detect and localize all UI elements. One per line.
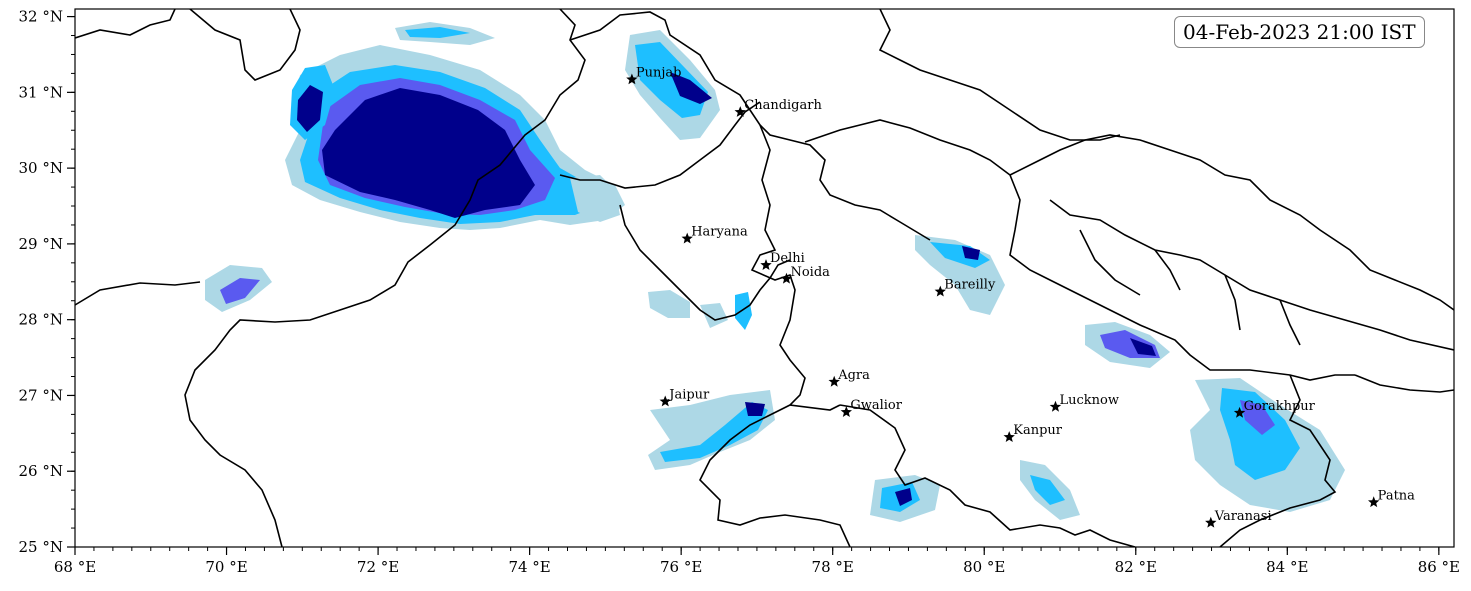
rain-patch-delhi-l2 [735, 292, 752, 330]
x-tick-label: 86 °E [1418, 558, 1460, 576]
city-label-agra: Agra [837, 368, 870, 383]
rain-band-bareilly-l4 [962, 246, 980, 260]
city-star-lucknow [1049, 400, 1062, 412]
city-label-varanasi: Varanasi [1214, 509, 1272, 524]
rain-cluster-nw-l4 [322, 88, 535, 218]
city-star-kanpur [1003, 431, 1015, 442]
timestamp-label: 04-Feb-2023 21:00 IST [1174, 16, 1425, 48]
y-tick-label: 25 °N [19, 538, 63, 556]
city-star-haryana [681, 232, 693, 244]
rain-band-top-l2 [405, 27, 470, 38]
city-star-jaipur [659, 395, 671, 407]
rain-cluster-gorakhpur-l3 [1240, 400, 1275, 435]
precipitation-layer [205, 22, 1345, 522]
rain-cluster-w-l4 [297, 85, 323, 132]
city-star-gwalior [840, 406, 852, 417]
city-label-gwalior: Gwalior [850, 398, 902, 413]
border-punjab-haryana [559, 101, 761, 189]
city-label-bareilly: Bareilly [944, 278, 996, 293]
y-tick-label: 31 °N [19, 83, 63, 101]
city-label-gorakhpur: Gorakhpur [1244, 399, 1316, 414]
city-label-patna: Patna [1378, 488, 1416, 503]
city-star-punjab [626, 73, 638, 85]
axis-ticks: 68 °E 70 °E 72 °E 74 °E 76 °E 78 °E 80 °E 82 °E… [19, 8, 1460, 576]
x-tick-label: 74 °E [508, 558, 550, 576]
border-bihar-up [1219, 374, 1337, 547]
border-uttarakhand [804, 119, 1355, 381]
x-tick-label: 82 °E [1115, 558, 1157, 576]
y-tick-label: 32 °N [19, 8, 63, 26]
rain-cluster-punjab-l4 [670, 72, 712, 104]
rain-cluster-nepal-l4 [1130, 338, 1156, 356]
city-star-delhi [760, 259, 772, 270]
city-label-noida: Noida [790, 265, 830, 280]
city-label-punjab: Punjab [636, 65, 682, 80]
border-haryana-up [750, 124, 841, 411]
x-tick-label: 76 °E [660, 558, 702, 576]
rain-band-jaipur-l2 [660, 402, 768, 462]
city-label-jaipur: Jaipur [667, 388, 710, 403]
rain-band-bareilly-l2 [930, 242, 990, 268]
city-label-haryana: Haryana [691, 225, 748, 240]
x-tick-label: 72 °E [357, 558, 399, 576]
city-star-varanasi [1205, 516, 1217, 528]
x-tick-label: 78 °E [812, 558, 854, 576]
borders-layer [75, 9, 1454, 547]
city-star-gorakhpur [1233, 406, 1246, 418]
x-tick-label: 80 °E [963, 558, 1005, 576]
border-pakistan-north [189, 9, 301, 81]
y-tick-label: 29 °N [19, 235, 63, 253]
border-pakistan-india [184, 9, 586, 547]
border-bihar-east [1354, 374, 1454, 393]
city-label-delhi: Delhi [770, 251, 805, 266]
border-afghan [75, 9, 201, 306]
rain-patch-haryana3-l1 [700, 303, 728, 328]
border-nepal-districts-2 [1079, 229, 1301, 346]
map-frame [74, 8, 1455, 548]
x-tick-label: 84 °E [1266, 558, 1308, 576]
x-tick-label: 68 °E [54, 558, 96, 576]
rain-patch-haryana-l1 [570, 175, 620, 222]
city-star-chandigarh [734, 106, 746, 117]
border-up-mp [839, 404, 1136, 547]
rain-patch-kanpur-l2 [1030, 475, 1065, 505]
rain-patch-gwalior-l4 [895, 488, 912, 506]
city-star-agra [828, 375, 840, 387]
rain-band-jaipur-l4 [745, 402, 765, 416]
city-star-patna [1368, 496, 1380, 508]
border-tibet [878, 9, 1121, 141]
city-star-noida [780, 272, 793, 284]
city-star-bareilly [934, 285, 946, 297]
city-label-lucknow: Lucknow [1059, 393, 1119, 408]
border-rajasthan-mp [699, 404, 851, 547]
city-label-chandigarh: Chandigarh [744, 98, 822, 113]
rain-patch-west-l3 [220, 278, 260, 304]
y-tick-label: 28 °N [19, 311, 63, 329]
city-label-kanpur: Kanpur [1013, 423, 1063, 438]
y-tick-label: 26 °N [19, 462, 63, 480]
y-tick-label: 27 °N [19, 386, 63, 404]
rain-patch-haryana2-l1 [648, 290, 690, 318]
x-tick-label: 70 °E [205, 558, 247, 576]
y-tick-label: 30 °N [19, 159, 63, 177]
